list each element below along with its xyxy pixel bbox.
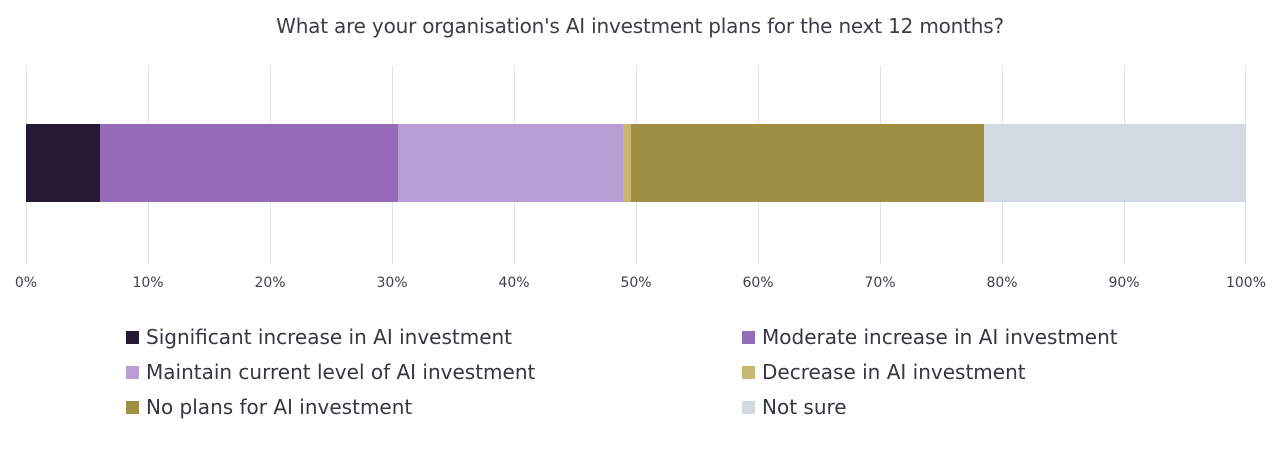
x-tick-label: 90% (1108, 275, 1140, 291)
legend-swatch-icon (126, 400, 139, 414)
bar-segment[interactable] (26, 124, 101, 202)
x-tick-label: 70% (864, 275, 896, 291)
legend-item-no-plans[interactable]: No plans for AI investment (126, 395, 742, 419)
legend-label: Moderate increase in AI investment (762, 325, 1118, 349)
legend-swatch-icon (126, 330, 139, 344)
plot-area (26, 66, 1246, 264)
legend-item-decrease[interactable]: Decrease in AI investment (742, 360, 1166, 384)
legend-swatch-icon (742, 400, 755, 414)
x-tick-label: 30% (376, 275, 408, 291)
legend-item-maintain[interactable]: Maintain current level of AI investment (126, 360, 742, 384)
x-tick-label: 100% (1225, 275, 1267, 291)
x-tick-label: 50% (620, 275, 652, 291)
x-axis-ticks: 0% 10% 20% 30% 40% 50% 60% 70% 80% 90% 100% (15, 275, 1266, 295)
x-tick-label: 0% (14, 275, 38, 291)
bar-segment[interactable] (398, 124, 623, 202)
legend-label: Maintain current level of AI investment (146, 360, 536, 384)
legend-label: Significant increase in AI investment (146, 325, 513, 349)
legend-item-moderate-increase[interactable]: Moderate increase in AI investment (742, 325, 1166, 349)
bar-segment[interactable] (631, 124, 984, 202)
x-tick-label: 40% (498, 275, 530, 291)
x-tick-label: 10% (132, 275, 164, 291)
bar-segment[interactable] (622, 124, 632, 202)
legend-swatch-icon (742, 330, 755, 344)
legend-label: Not sure (762, 395, 847, 419)
x-tick-label: 80% (986, 275, 1018, 291)
bar-segment[interactable] (983, 124, 1246, 202)
legend-item-significant-increase[interactable]: Significant increase in AI investment (126, 325, 742, 349)
legend-swatch-icon (126, 365, 139, 379)
legend: Significant increase in AI investment Mo… (126, 325, 1166, 419)
legend-label: Decrease in AI investment (762, 360, 1026, 384)
x-tick-label: 20% (254, 275, 286, 291)
legend-item-not-sure[interactable]: Not sure (742, 395, 1166, 419)
x-tick-label: 60% (742, 275, 774, 291)
bar-segment[interactable] (100, 124, 399, 202)
stacked-bar (26, 124, 1246, 202)
chart-title: What are your organisation's AI investme… (276, 14, 1004, 38)
legend-swatch-icon (742, 365, 755, 379)
legend-label: No plans for AI investment (146, 395, 413, 419)
